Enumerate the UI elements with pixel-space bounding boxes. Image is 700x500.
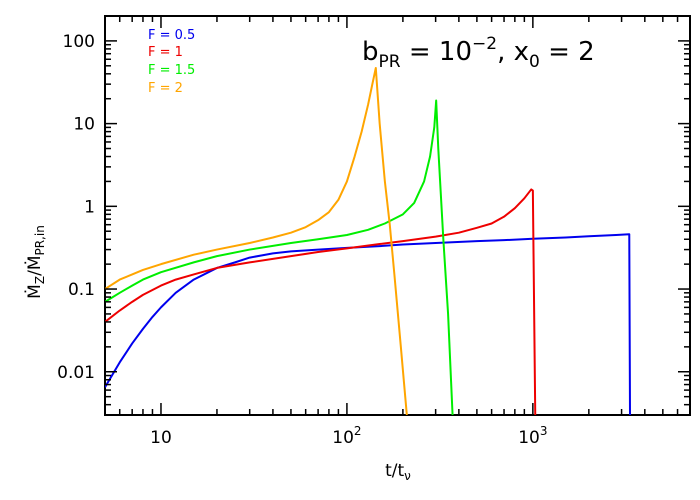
x-tick-label-base: 10 (332, 428, 354, 448)
series-line-2 (105, 99, 454, 415)
x-tick-label-base: 10 (150, 428, 172, 448)
x-tick-label-exponent: 2 (354, 424, 362, 438)
series-line-1 (105, 188, 537, 415)
x-tick-label-base: 10 (518, 428, 540, 448)
y-tick-label-3: 10 (73, 115, 95, 135)
series-line-0 (105, 233, 631, 415)
annotation-x: , x (497, 37, 529, 67)
y-tick-label-4: 100 (63, 32, 95, 52)
annotation-b: b (362, 37, 379, 67)
y-axis-label-main-top: Ṁ (24, 284, 45, 299)
annotation-exponent: −2 (472, 34, 497, 54)
series-line-3 (105, 67, 408, 415)
plot-frame-group (104, 15, 691, 416)
legend: F = 0.5 F = 1 F = 1.5 F = 2 (148, 28, 195, 96)
x-tick-label-0: 10 (150, 428, 172, 448)
y-axis-label-sub-bottom: PR,in (33, 225, 47, 255)
y-axis-label: ṀZ/ṀPR,in (24, 225, 47, 299)
x-tick-label-exponent: 3 (540, 424, 548, 438)
y-tick-label-0: 0.01 (57, 363, 95, 383)
annotation-pr-subscript: PR (379, 52, 401, 72)
x-axis-label-sub: ν (404, 469, 411, 483)
annotation-0-subscript: 0 (529, 52, 540, 72)
y-tick-label-1: 0.1 (68, 280, 95, 300)
annotation-equals-two: = 2 (540, 37, 595, 67)
legend-entry-f-2: F = 2 (148, 81, 183, 96)
x-axis-label-main: t/t (385, 461, 404, 481)
legend-entry-f-1-5: F = 1.5 (148, 63, 195, 78)
y-axis-label-sub-top: Z (33, 276, 47, 284)
legend-entry-f-0-5: F = 0.5 (148, 28, 195, 43)
plot-frame (104, 15, 691, 416)
x-tick-label-2: 103 (518, 424, 547, 448)
parameter-annotation: bPR = 10−2, x0 = 2 (362, 34, 595, 72)
legend-entry-f-1: F = 1 (148, 45, 183, 60)
y-axis-label-slash: / (25, 270, 45, 276)
x-axis-label: t/tν (385, 461, 411, 483)
series-group (105, 67, 631, 415)
y-axis-label-main-bottom: Ṁ (24, 256, 45, 271)
annotation-equals-ten: = 10 (401, 37, 472, 67)
y-tick-label-2: 1 (84, 197, 95, 217)
x-tick-label-1: 102 (332, 424, 361, 448)
